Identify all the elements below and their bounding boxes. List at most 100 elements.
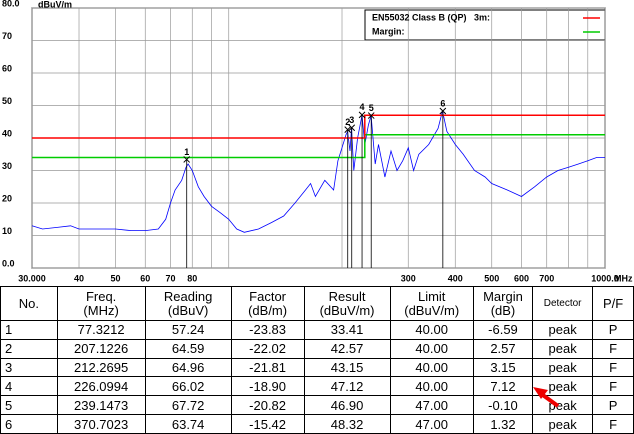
cell: -6.59 [472,320,534,340]
cell: peak [532,357,594,378]
x-tick-label: 500 [484,273,499,283]
y-tick-label: 0.0 [2,258,15,268]
cell: -22.02 [230,338,305,359]
cell: -23.83 [230,320,305,340]
cell: 40.00 [389,338,474,359]
data-row: 4 226.0994 66.02 -18.90 47.12 40.00 7.12 peak F [0,376,634,397]
cell: F [592,414,634,434]
y-axis-label: dBuV/m [38,0,72,9]
x-tick-label: 40 [74,273,84,283]
cell: -0.10 [472,395,534,416]
cell: P [592,395,634,416]
marker-x [439,107,447,115]
cell: 212.2695 [56,357,146,378]
x-tick-label: 50 [110,273,120,283]
series-line [32,134,605,159]
cell: F [592,338,634,359]
header-cell: Reading (dBuV) [144,286,232,321]
cell: 239.1473 [56,395,146,416]
header-cell: Result (dBuV/m) [303,286,391,321]
header-row: No. Freq. (MHz) Reading (dBuV) Factor (dB/m… [0,286,634,321]
data-row: 2 207.1226 64.59 -22.02 42.57 40.00 2.57 peak F [0,338,634,359]
data-row: 6 370.7023 63.74 -15.42 48.32 47.00 1.32 peak F [0,414,634,434]
cell: 1.32 [472,414,534,434]
cell: 7.12 [472,376,534,397]
header-cell: Margin (dB) [472,286,534,321]
cell: -20.82 [230,395,305,416]
cell: 43.15 [303,357,391,378]
cell: 5 [0,395,58,416]
cell: peak [532,414,594,434]
chart: dBuV/m MHz 0.0 10 20 30 40 50 60 70 80.0 30.000 40… [2,0,633,283]
y-tick-label: 20 [2,193,12,203]
cell: 63.74 [144,414,232,434]
x-axis-unit: MHz [614,273,633,283]
cell: peak [532,338,594,359]
cell: F [592,357,634,378]
data-row: 5 239.1473 67.72 -20.82 46.90 47.00 -0.10 peak P [0,395,634,416]
header-cell: Factor (dB/m) [230,286,305,321]
result-table: No. Freq. (MHz) Reading (dBuV) Factor (dB/m… [0,286,634,434]
marker-label: 5 [369,103,374,113]
cell: 40.00 [389,320,474,340]
header-cell: Freq. (MHz) [56,286,146,321]
cell: -18.90 [230,376,305,397]
cell: -21.81 [230,357,305,378]
cell: 46.90 [303,395,391,416]
marker-label: 3 [349,115,354,125]
cell: 47.00 [389,395,474,416]
header-cell: Limit (dBuV/m) [389,286,474,321]
cell: 2.57 [472,338,534,359]
x-tick-label: 60 [140,273,150,283]
cell: 207.1226 [56,338,146,359]
cell: 48.32 [303,414,391,434]
cell: 40.00 [389,376,474,397]
cell: 6 [0,414,58,434]
cell: -15.42 [230,414,305,434]
x-tick-label: 400 [448,273,463,283]
x-tick-label: 1000.0 [591,273,619,283]
cell: 226.0994 [56,376,146,397]
marker-x [358,111,366,119]
cell: 1 [0,320,58,340]
marker-label: 6 [440,98,445,108]
cell: 47.00 [389,414,474,434]
x-tick-label: 700 [539,273,554,283]
legend-label: Margin: [372,26,405,36]
legend-label: EN55032 Class B (QP) 3m: [372,12,490,22]
cell: F [592,376,634,397]
y-tick-label: 50 [2,96,12,106]
cell: peak [532,376,594,397]
cell: 4 [0,376,58,397]
cell: 64.96 [144,357,232,378]
x-tick-label: 70 [165,273,175,283]
x-tick-label: 30.000 [18,273,46,283]
cell: P [592,320,634,340]
cell: peak [532,395,594,416]
cell: 40.00 [389,357,474,378]
marker-x [348,124,356,132]
cell: 47.12 [303,376,391,397]
y-tick-label: 70 [2,31,12,41]
cell: 3.15 [472,357,534,378]
x-tick-label: 80 [187,273,197,283]
cell: 57.24 [144,320,232,340]
header-cell: No. [0,286,58,321]
series-line [32,114,605,139]
marker-label: 4 [360,102,365,112]
cell: 370.7023 [56,414,146,434]
cell: 33.41 [303,320,391,340]
data-row: 1 77.3212 57.24 -23.83 33.41 40.00 -6.59 peak P [0,320,634,340]
cell: 3 [0,357,58,378]
y-tick-label: 60 [2,63,12,73]
cell: 66.02 [144,376,232,397]
marker-x [367,112,375,119]
cell: 2 [0,338,58,359]
legend-box [364,9,606,41]
marker-label: 2 [345,117,350,127]
y-tick-label: 40 [2,128,12,138]
cell: 64.59 [144,338,232,359]
marker-x [344,126,352,134]
marker-x [183,156,191,163]
